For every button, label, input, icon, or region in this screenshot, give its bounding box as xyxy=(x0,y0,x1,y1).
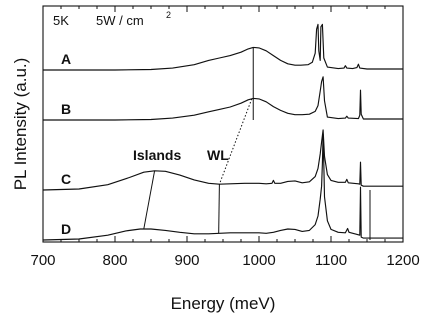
x-tick-label-1000: 1000 xyxy=(242,252,275,269)
annotation-wl: WL xyxy=(207,147,229,163)
islands-marker-line xyxy=(144,171,155,229)
condition-power-exponent: 2 xyxy=(166,10,171,20)
y-axis-title: PL Intensity (a.u.) xyxy=(11,58,30,191)
series-curves xyxy=(43,24,403,240)
x-tick-label-1200: 1200 xyxy=(386,252,419,269)
x-axis-tick-labels: 700 800 900 1000 1100 1200 xyxy=(30,252,419,269)
trace-label-d: D xyxy=(61,221,71,237)
trace-label-b: B xyxy=(61,101,71,117)
wl-marker-line-c-d xyxy=(219,184,220,233)
x-tick-label-800: 800 xyxy=(102,252,127,269)
x-tick-label-1100: 1100 xyxy=(315,252,347,269)
condition-power-density: 5W / cm xyxy=(96,13,144,28)
series-line-a xyxy=(43,24,403,70)
plot-frame xyxy=(43,6,403,242)
trace-label-a: A xyxy=(61,51,71,67)
condition-temperature: 5K xyxy=(53,13,69,28)
x-tick-label-900: 900 xyxy=(174,252,199,269)
trace-labels: A B C D xyxy=(61,51,71,237)
annotation-islands: Islands xyxy=(133,147,181,163)
trace-label-c: C xyxy=(61,171,71,187)
wl-marker-line-b-c xyxy=(219,99,251,184)
x-tick-label-700: 700 xyxy=(30,252,55,269)
peak-markers xyxy=(144,47,370,240)
x-axis-ticks xyxy=(43,6,403,242)
series-line-b xyxy=(43,77,403,120)
x-axis-title: Energy (meV) xyxy=(171,294,276,313)
